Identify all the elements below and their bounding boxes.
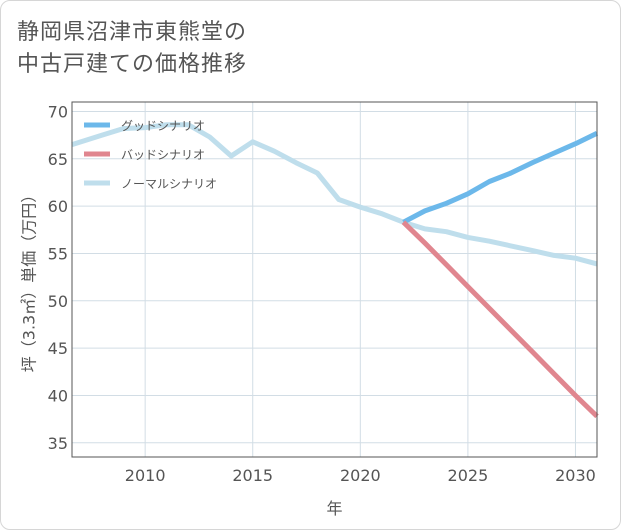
y-tick-label: 35 [48,434,68,453]
legend-label: グッドシナリオ [121,119,205,133]
y-tick-label: 45 [48,339,68,358]
grid-lines [72,102,597,457]
x-tick-label: 2015 [232,466,273,485]
x-tick-label: 2025 [448,466,489,485]
x-tick-label: 2030 [555,466,596,485]
y-tick-label: 50 [48,292,68,311]
chart-title-line-1: 静岡県沼津市東熊堂の [17,20,248,45]
x-tick-label: 2010 [125,466,166,485]
chart-title: 静岡県沼津市東熊堂の 中古戸建ての価格推移 [17,17,247,81]
y-tick-label: 55 [48,244,68,263]
y-tick-label: 40 [48,386,68,405]
x-tick-labels: 2010 2015 2020 2025 2030 [125,466,596,485]
y-tick-labels: 35 40 45 50 55 60 65 70 [48,102,68,452]
x-axis-title: 年 [326,499,342,518]
series-line [71,122,598,267]
y-tick-label: 65 [48,150,68,169]
x-tick-label: 2020 [340,466,381,485]
series-lines [71,122,599,419]
y-axis-title: 坪（3.3㎡）単価（万円） [20,187,39,372]
series-line [401,220,599,419]
legend-label: バッドシナリオ [121,148,205,162]
plot-border [71,101,598,458]
y-tick-label: 60 [48,197,68,216]
chart-title-line-2: 中古戸建ての価格推移 [17,52,248,77]
y-tick-label: 70 [48,102,68,121]
legend-label: ノーマルシナリオ [121,177,217,191]
series-line [402,130,599,225]
